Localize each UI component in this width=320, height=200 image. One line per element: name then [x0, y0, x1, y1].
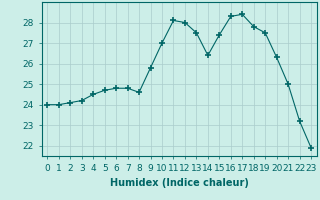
- X-axis label: Humidex (Indice chaleur): Humidex (Indice chaleur): [110, 178, 249, 188]
